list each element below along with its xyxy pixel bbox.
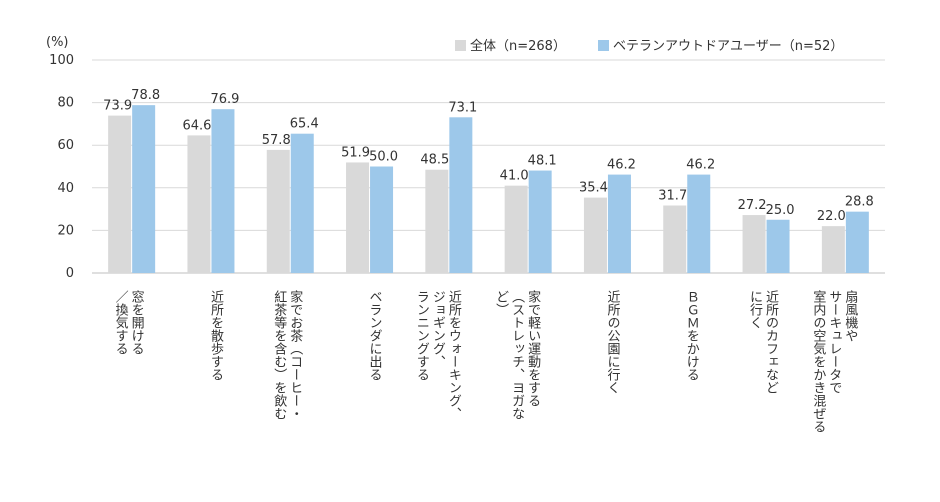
legend-swatch [455, 40, 466, 51]
bar-overall [583, 197, 607, 273]
bar-overall [187, 135, 211, 273]
category-label: 近所を散歩する [207, 290, 223, 381]
data-label: 73.9 [103, 99, 132, 114]
bar-veteran [132, 105, 156, 273]
y-tick-label: 60 [57, 138, 74, 153]
legend: 全体（n=268） ベテランアウトドアユーザー（n=52） [455, 38, 843, 54]
data-labels: 73.978.8 64.6 76.9 57.865.4 51.9 50.0 48.5 73.1… [103, 88, 874, 224]
data-label: 35.4 [579, 181, 608, 196]
bar-overall [346, 162, 370, 273]
bar-overall [504, 185, 528, 273]
data-label: 65.4 [290, 117, 319, 132]
data-label: 28.8 [845, 195, 874, 210]
y-tick-label: 40 [57, 181, 74, 196]
category-label: 近所の公園に行く [604, 290, 620, 394]
data-label: 78.8 [131, 88, 160, 103]
bar-veteran [290, 133, 314, 273]
y-tick-label: 100 [49, 53, 74, 68]
bar-overall [266, 149, 290, 273]
y-tick-label: 0 [66, 266, 74, 281]
bar-overall [663, 205, 687, 273]
bar-veteran [370, 166, 394, 273]
bar-veteran [766, 219, 790, 273]
data-label: 51.9 [341, 145, 370, 160]
data-label: 46.2 [607, 158, 636, 173]
bar-overall [742, 215, 766, 273]
bars [108, 105, 869, 273]
bar-veteran [687, 174, 711, 273]
bar-overall [108, 115, 132, 273]
category-label: 家で軽い運動をする （ストレッチ、ヨガな ど） [493, 290, 541, 420]
legend-label: ベテランアウトドアユーザー（n=52） [613, 39, 843, 54]
y-tick-label: 80 [57, 96, 74, 111]
data-label: 48.1 [528, 154, 557, 169]
category-label: 窓を開ける ／換気する [112, 290, 144, 355]
category-label: 近所のカフェなど に行く [747, 290, 779, 394]
bar-veteran [845, 211, 869, 273]
data-label: 73.1 [448, 100, 477, 115]
category-label: ベランダに出る [366, 290, 382, 381]
bar-overall [821, 226, 845, 273]
bar-veteran [607, 174, 631, 273]
data-label: 57.8 [262, 133, 291, 148]
category-label: ＢＧＭをかける [683, 290, 699, 381]
data-label: 31.7 [658, 188, 687, 203]
data-label: 27.2 [738, 198, 767, 213]
category-label: 扇風機や サーキュレータで 室内の空気をかき混ぜる [810, 290, 858, 433]
legend-swatch [598, 40, 609, 51]
data-label: 64.6 [182, 118, 211, 133]
y-axis-ticks: 0 20 40 60 80 100 [49, 53, 74, 281]
legend-label: 全体（n=268） [470, 38, 566, 54]
bar-veteran [449, 117, 473, 273]
bar-overall [425, 169, 449, 273]
data-label: 76.9 [210, 92, 239, 107]
data-label: 22.0 [817, 209, 846, 224]
data-label: 25.0 [766, 203, 795, 218]
data-label: 50.0 [369, 150, 398, 165]
data-label: 46.2 [686, 158, 715, 173]
category-label: 家でお茶（コーヒー・ 紅茶等を含む）を飲む [271, 290, 303, 420]
category-label: 近所をウォーキング、 ジョギング、 ランニングする [413, 290, 461, 420]
data-label: 48.5 [420, 153, 449, 168]
data-label: 41.0 [500, 169, 529, 184]
bar-veteran [211, 109, 235, 273]
bar-veteran [528, 170, 552, 273]
unit-label: (%) [46, 35, 69, 50]
y-tick-label: 20 [57, 223, 74, 238]
